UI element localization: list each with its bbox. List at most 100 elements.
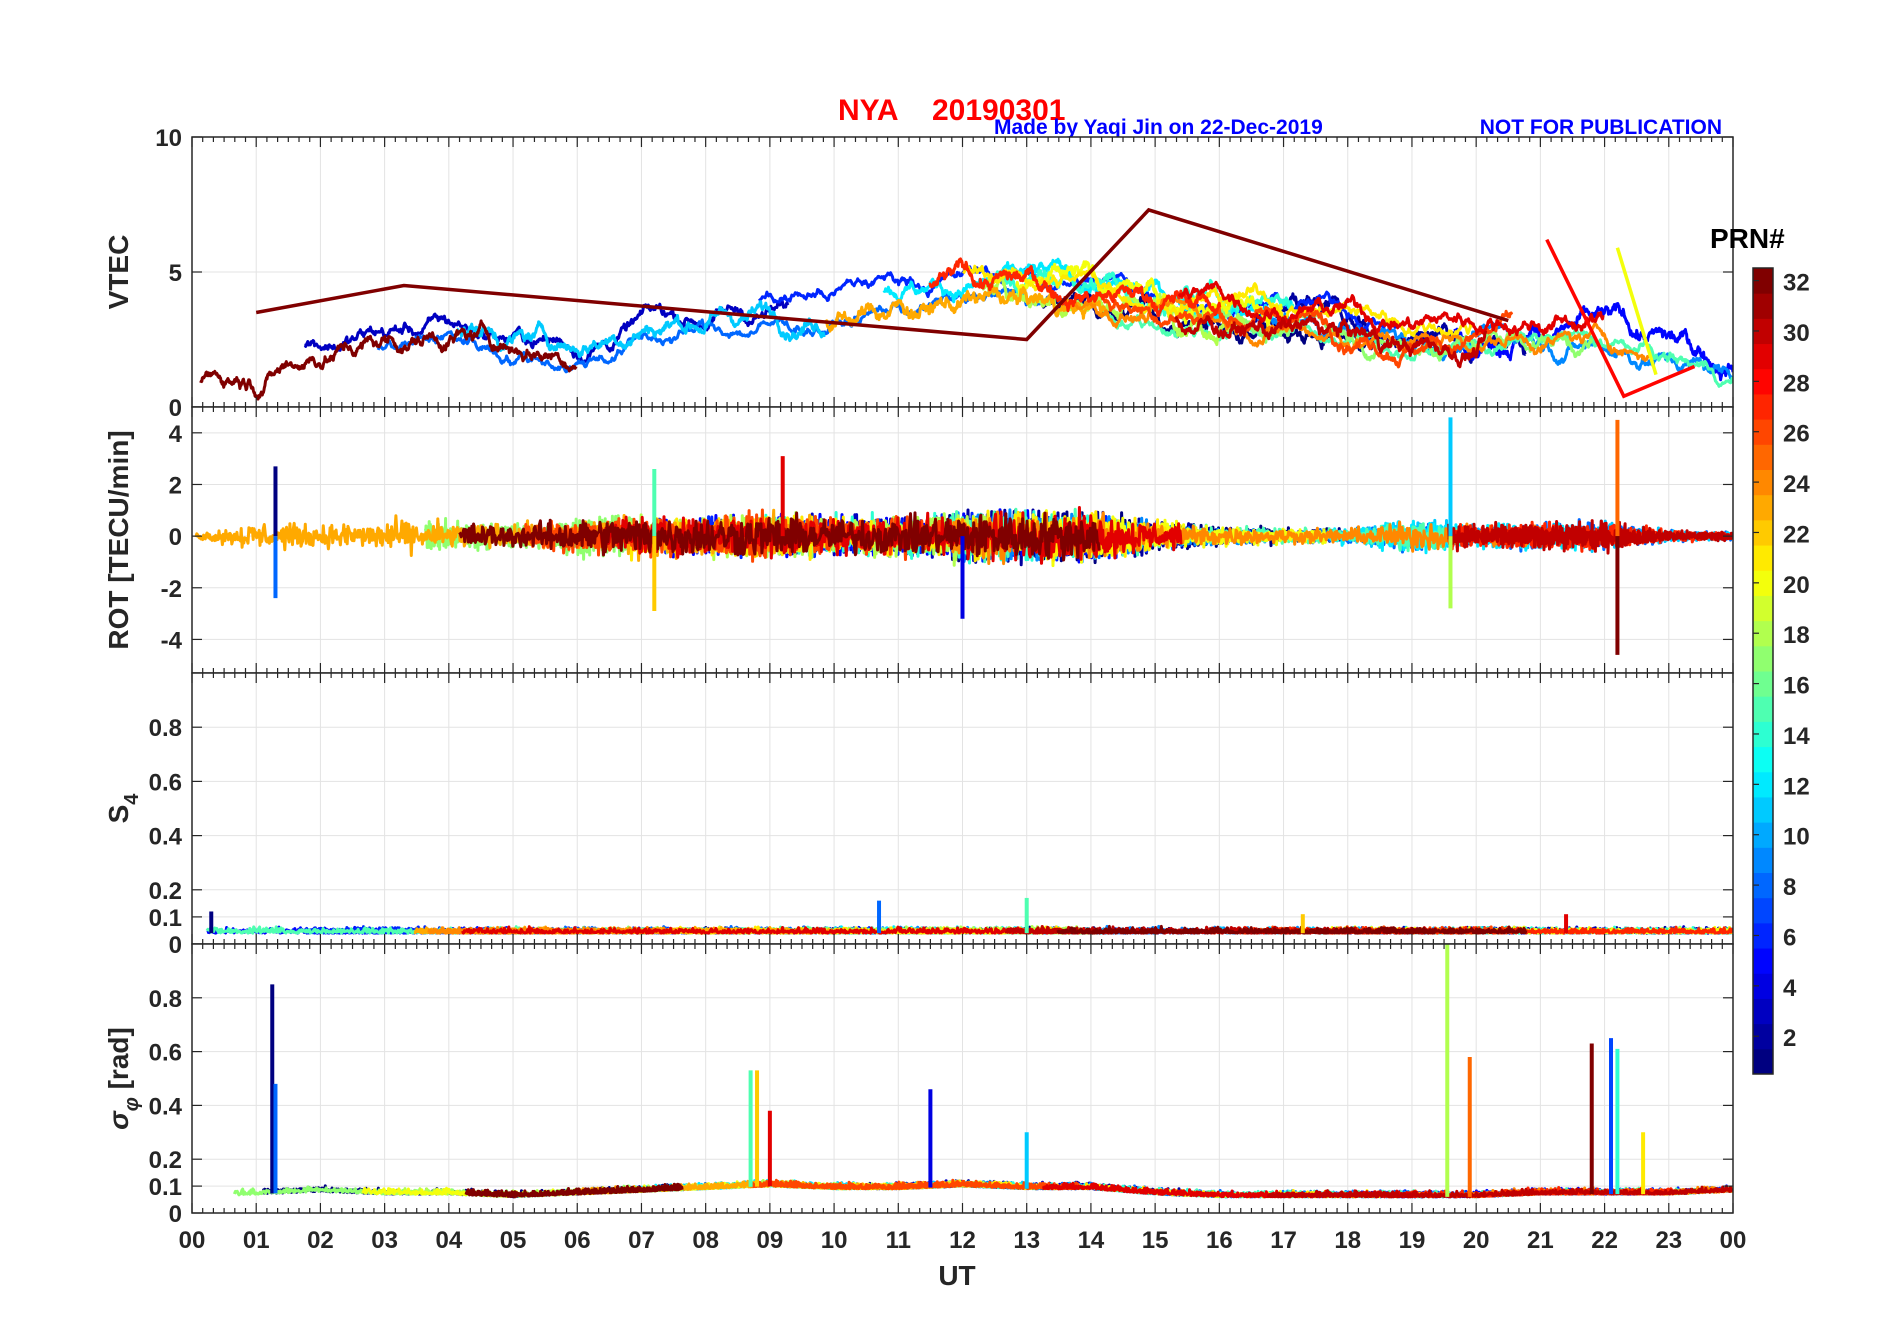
series-prn-32 <box>199 319 578 401</box>
colorbar-tick-label: 18 <box>1783 622 1810 649</box>
colorbar-band <box>1753 570 1773 596</box>
x-tick-label: 05 <box>500 1227 527 1254</box>
colorbar-band <box>1753 1023 1773 1050</box>
notice-text: NOT FOR PUBLICATION <box>1480 116 1722 139</box>
colorbar-band <box>1753 368 1773 395</box>
colorbar-tick-label: 12 <box>1783 773 1810 800</box>
x-tick-label: 09 <box>757 1227 784 1254</box>
series-prn-32-summary <box>255 207 1509 342</box>
x-tick-label: 13 <box>1013 1227 1040 1254</box>
series-prn-26 <box>749 1178 1081 1191</box>
y-tick-label: 0.6 <box>149 769 182 796</box>
series-group <box>194 417 1733 655</box>
colorbar-tick-label: 20 <box>1783 572 1810 599</box>
colorbar-tick-label: 8 <box>1783 874 1796 901</box>
y-tick-label: 0 <box>169 1201 182 1228</box>
y-axis-label-sigma-sub: φ <box>121 1097 143 1111</box>
x-axis-label: UT <box>938 1260 975 1291</box>
panel-s4: 00.10.2 0.4 0.6 0.8 S4 <box>103 672 1734 959</box>
colorbar-band <box>1753 469 1773 496</box>
series-prn-32 <box>458 511 1101 562</box>
credit-text: Made by Yaqi Jin on 22-Dec-2019 <box>994 116 1323 139</box>
colorbar-tick-label: 30 <box>1783 320 1810 347</box>
y-axis-label-s4: S4 <box>103 793 143 824</box>
colorbar-band <box>1753 948 1773 974</box>
colorbar-band <box>1753 419 1773 445</box>
x-tick-label: 00 <box>1720 1227 1747 1254</box>
y-tick-label: 0.8 <box>149 986 182 1013</box>
colorbar-band <box>1753 872 1773 899</box>
colorbar-band <box>1753 545 1773 571</box>
y-tick-label: 0 <box>169 524 182 551</box>
colorbar-band <box>1753 746 1773 773</box>
y-tick-label: 0 <box>169 395 182 422</box>
x-tick-label: 17 <box>1270 1227 1297 1254</box>
series-prn-28-summary <box>1545 238 1696 399</box>
x-tick-label: 04 <box>435 1227 462 1254</box>
y-tick-label: 10 <box>155 125 182 152</box>
colorbar-band <box>1753 796 1773 823</box>
x-tick-label: 10 <box>821 1227 848 1254</box>
x-tick-label: 01 <box>243 1227 270 1254</box>
series-prn-11 <box>455 300 826 359</box>
y-tick-label: -4 <box>161 627 183 654</box>
series-prn-27 <box>928 257 1222 318</box>
colorbar-band <box>1753 494 1773 521</box>
series-group <box>232 944 1733 1199</box>
colorbar-tick-label: 16 <box>1783 673 1810 700</box>
y-axis-label-s4-main: S <box>103 805 134 824</box>
colorbar-tick-label: 14 <box>1783 723 1810 750</box>
y-tick-label: 0.4 <box>149 1093 183 1120</box>
colorbar-band <box>1753 343 1773 370</box>
x-tick-label: 06 <box>564 1227 591 1254</box>
x-tick-label: 19 <box>1399 1227 1426 1254</box>
colorbar-tick-label: 26 <box>1783 421 1810 448</box>
colorbar-band <box>1753 519 1773 546</box>
colorbar-band <box>1753 620 1773 647</box>
x-tick-label: 02 <box>307 1227 334 1254</box>
x-tick-label: 08 <box>692 1227 719 1254</box>
y-axis-label-rot: ROT [TECU/min] <box>103 430 134 649</box>
y-tick-label: 0.2 <box>149 1147 182 1174</box>
colorbar-band <box>1753 897 1773 924</box>
colorbar-tick-label: 24 <box>1783 471 1810 498</box>
x-tick-label: 15 <box>1142 1227 1169 1254</box>
y-tick-label: 0 <box>169 932 182 959</box>
colorbar-frame <box>1752 267 1774 1075</box>
y-tick-label: 0.2 <box>149 878 182 905</box>
y-axis-label-vtec: VTEC <box>103 235 134 310</box>
y-tick-label: 4 <box>169 421 183 448</box>
colorbar-band <box>1753 293 1773 319</box>
colorbar-band <box>1753 1048 1773 1075</box>
colorbar-band <box>1753 393 1773 420</box>
x-tick-label: 00 <box>179 1227 206 1254</box>
x-tick-label: 14 <box>1078 1227 1105 1254</box>
x-tick-label: 16 <box>1206 1227 1233 1254</box>
panel-sigma: 00.10.20.40.60.8σφ [rad] <box>103 943 1734 1228</box>
colorbar-band <box>1753 318 1773 345</box>
colorbar-band <box>1753 268 1773 294</box>
panel-rot: -4 -2 0 2 4 ROT [TECU/min] <box>103 406 1734 674</box>
y-tick-label: 0.6 <box>149 1040 182 1067</box>
series-prn-32 <box>1056 924 1528 935</box>
colorbar-tick-label: 22 <box>1783 521 1810 548</box>
series-prn-29 <box>1177 280 1605 337</box>
series-prn-32 <box>464 1182 684 1199</box>
colorbar-tick-label: 28 <box>1783 370 1810 397</box>
series-prn-30 <box>1447 519 1733 555</box>
series-prn-23 <box>824 285 1110 333</box>
colorbar-tick-label: 6 <box>1783 924 1796 951</box>
colorbar-band <box>1753 671 1773 697</box>
colorbar-tick-label: 2 <box>1783 1025 1796 1052</box>
colorbar-band <box>1753 696 1773 722</box>
chart-title: NYA 20190301 Made by Yaqi Jin on 22-Dec-… <box>838 94 1722 139</box>
x-tick-label: 23 <box>1655 1227 1682 1254</box>
title-station: NYA <box>838 94 899 127</box>
panel-vtec: 0 5 10 VTEC <box>103 125 1734 422</box>
colorbar-band <box>1753 645 1773 672</box>
series-prn-29 <box>461 925 1102 935</box>
x-tick-label: 20 <box>1463 1227 1490 1254</box>
colorbar-band <box>1753 721 1773 748</box>
